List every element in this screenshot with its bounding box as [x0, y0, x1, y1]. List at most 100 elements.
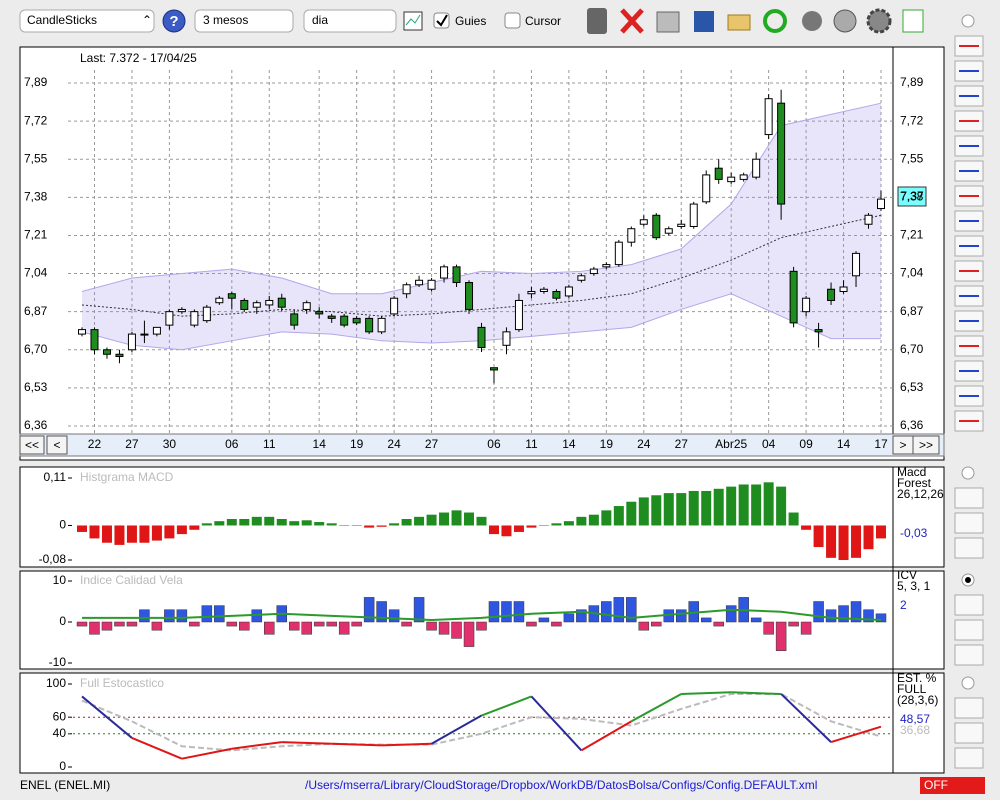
stoch-k-segment: [181, 747, 233, 760]
macd-bar: [114, 525, 125, 545]
update-icon[interactable]: [802, 11, 822, 31]
candle-body: [539, 288, 548, 292]
macd-bar: [126, 525, 137, 543]
tool-button[interactable]: [954, 512, 984, 534]
icv-bar: [813, 601, 824, 623]
macd-bar: [576, 516, 587, 526]
x-tick-label: 24: [387, 437, 401, 451]
stoch-k-segment: [481, 695, 532, 717]
y-tick-label-right: 7,55: [900, 151, 924, 165]
macd-bar: [701, 490, 712, 526]
x-tick-label: 27: [125, 437, 139, 451]
macd-bar: [164, 525, 175, 539]
candle-body: [689, 203, 698, 227]
candle-body: [265, 299, 274, 306]
last-quote: Last: 7.372 - 17/04/25: [80, 51, 197, 65]
tool-button[interactable]: [954, 644, 984, 666]
status-text: OFF: [924, 778, 948, 792]
tool-button[interactable]: [954, 619, 984, 641]
y-tick-label-right: 7,21: [900, 228, 924, 242]
macd-bar: [276, 519, 287, 526]
x-tick-label: 06: [225, 437, 239, 451]
delete-icon[interactable]: [620, 8, 644, 34]
settings-icon[interactable]: [866, 8, 892, 34]
y-tick-label: 6,36: [24, 418, 48, 432]
candle-body: [514, 299, 523, 331]
currency-icon[interactable]: [833, 9, 857, 33]
macd-bar: [813, 525, 824, 548]
nav-button-label: >: [899, 438, 906, 452]
nav-button[interactable]: [19, 435, 45, 455]
candle-body: [365, 317, 374, 333]
x-tick-label: 17: [874, 437, 888, 451]
radio[interactable]: [961, 676, 975, 690]
stoch-k-segment: [530, 695, 583, 752]
icv-bar: [513, 601, 525, 623]
candle-body: [502, 331, 511, 346]
calendar-icon[interactable]: [902, 9, 924, 33]
nav-button-label: <<: [25, 438, 39, 452]
nav-button-label: >>: [919, 438, 933, 452]
icv-bar: [538, 617, 550, 623]
help-button[interactable]: [162, 9, 186, 33]
copy-icon[interactable]: [656, 11, 680, 33]
nav-button[interactable]: [46, 435, 68, 455]
chart-type-select[interactable]: [19, 9, 155, 33]
status-box[interactable]: [920, 777, 985, 794]
y-tick-label: 6,70: [24, 342, 48, 356]
candle-body: [577, 275, 586, 281]
x-tick-label: 22: [88, 437, 102, 451]
nav-button[interactable]: [912, 435, 940, 455]
radio[interactable]: [961, 14, 975, 28]
y-tick-label: 40: [53, 726, 67, 740]
tool-button[interactable]: [954, 747, 984, 769]
macd-bar: [638, 497, 649, 526]
y-tick-label: 10: [53, 573, 67, 587]
candle-body: [177, 308, 186, 313]
radio[interactable]: [961, 466, 975, 480]
stoch-k-segment: [731, 691, 782, 695]
tool-button[interactable]: [954, 594, 984, 616]
interval-select[interactable]: [303, 9, 397, 33]
icv-bar: [201, 605, 213, 623]
icv-bar: [313, 621, 325, 627]
icv-bar: [551, 621, 562, 627]
guides-label: Guies: [455, 14, 486, 28]
tool-button[interactable]: [954, 722, 984, 744]
macd-bar: [301, 520, 312, 526]
icv-bar: [463, 621, 475, 647]
bollinger-middle: [81, 214, 882, 317]
open-icon[interactable]: [727, 14, 751, 31]
config-path[interactable]: /Users/mserra/Library/CloudStorage/Dropb…: [305, 778, 817, 792]
macd-bar: [139, 525, 150, 543]
tool-button[interactable]: [954, 537, 984, 559]
tool-button[interactable]: [954, 487, 984, 509]
candle-body: [377, 317, 386, 333]
tool-button[interactable]: [954, 697, 984, 719]
trash-icon[interactable]: [587, 8, 607, 34]
y-tick-label: 6,53: [24, 380, 48, 394]
icv-bar: [638, 621, 650, 631]
candle-body: [465, 282, 474, 310]
macd-bar: [613, 506, 624, 526]
y-tick-label: 7,21: [24, 228, 48, 242]
stoch-k-segment: [830, 725, 882, 744]
symbol: ENEL (ENEL.MI): [20, 778, 110, 792]
candle-body: [877, 198, 885, 210]
refresh-icon[interactable]: [763, 9, 787, 33]
macd-bar: [77, 525, 87, 532]
candle-body: [852, 252, 861, 277]
icv-bar: [176, 609, 188, 623]
save-icon[interactable]: [694, 11, 714, 32]
icv-bar: [613, 597, 625, 623]
icv-bar: [676, 609, 687, 623]
y-tick-label-right: 7,89: [900, 75, 924, 89]
x-tick-label: 14: [313, 437, 327, 451]
period-select[interactable]: [194, 9, 294, 33]
cursor-checkbox[interactable]: [504, 12, 521, 29]
candle-body: [102, 349, 111, 355]
stoch-k-segment: [681, 691, 732, 695]
icv-bar: [788, 621, 799, 627]
x-tick-label: Abr25: [715, 437, 747, 451]
y-tick-label: 0: [59, 759, 66, 773]
